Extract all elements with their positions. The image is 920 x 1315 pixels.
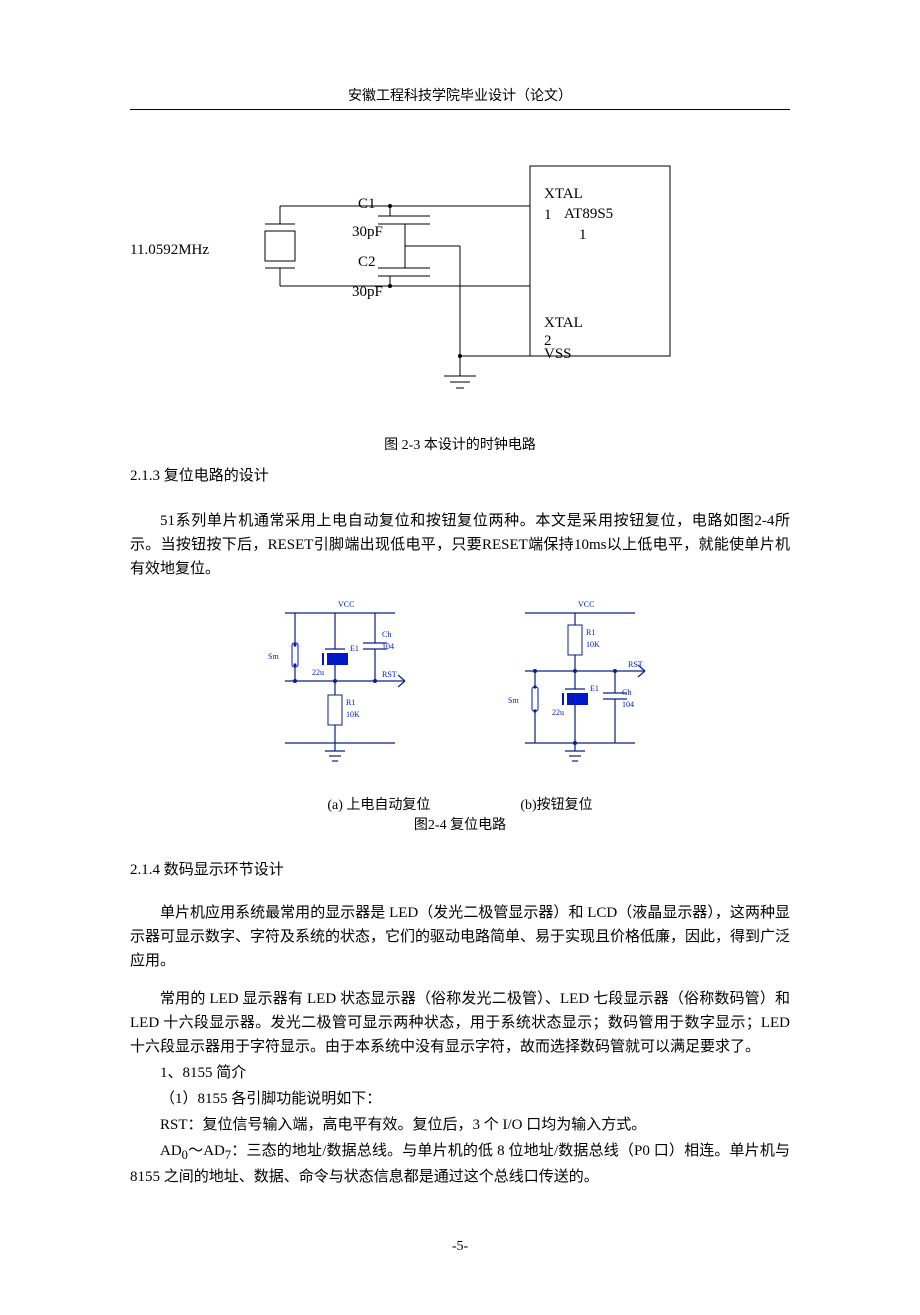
sm-label-a: Sm <box>268 652 279 661</box>
r1-name-a: R1 <box>346 698 355 707</box>
page-header: 安徽工程科技学院毕业设计（论文） <box>130 85 790 105</box>
paragraph-2-1-4-1: 单片机应用系统最常用的显示器是 LED（发光二极管显示器）和 LCD（液晶显示器… <box>130 901 790 973</box>
section-2-1-3-heading: 2.1.3 复位电路的设计 <box>130 464 790 485</box>
header-underline <box>130 109 790 110</box>
r1-name-b: R1 <box>586 628 595 637</box>
sub-caption-b: (b)按钮复位 <box>520 794 592 814</box>
figure-2-3-clock-circuit: 11.0592MHz C1 30pF C2 30pF XTAL1 AT89S5 … <box>130 146 790 426</box>
e1-name-b: E1 <box>590 684 599 693</box>
rst-label-b: RST <box>628 660 643 669</box>
page-number: -5- <box>130 1239 790 1255</box>
ch-val-b: 104 <box>622 700 634 709</box>
ch-name-b: Ch <box>622 688 631 697</box>
vss-label: VSS <box>544 346 572 363</box>
c1-value-label: 30pF <box>352 224 383 241</box>
paragraph-2-1-4-3: 1、8155 简介 <box>130 1061 790 1085</box>
paragraph-2-1-4-2: 常用的 LED 显示器有 LED 状态显示器（俗称发光二极管）、LED 七段显示… <box>130 987 790 1059</box>
paragraph-2-1-4-5: RST：复位信号输入端，高电平有效。复位后，3 个 I/O 口均为输入方式。 <box>130 1113 790 1137</box>
r1-val-b: 10K <box>586 640 600 649</box>
vcc-label-b: VCC <box>578 600 594 609</box>
clock-freq-label: 11.0592MHz <box>130 242 209 259</box>
figure-2-3-caption: 图 2-3 本设计的时钟电路 <box>130 434 790 454</box>
figure-2-4-subcaptions: (a) 上电自动复位 (b)按钮复位 <box>130 794 790 814</box>
paragraph-2-1-3: 51系列单片机通常采用上电自动复位和按钮复位两种。本文是采用按钮复位，电路如图2… <box>130 509 790 581</box>
paragraph-2-1-4-6: AD0～AD7：三态的地址/数据总线。与单片机的低 8 位地址/数据总线（P0 … <box>130 1139 790 1189</box>
e1-val-a: 22u <box>312 668 324 677</box>
e1-val-b: 22u <box>552 708 564 717</box>
xtal2-label: XTAL2 <box>544 314 583 350</box>
sub-caption-a: (a) 上电自动复位 <box>327 794 430 814</box>
paragraph-2-1-4-4: （1）8155 各引脚功能说明如下： <box>130 1087 790 1111</box>
c2-name-label: C2 <box>358 254 376 271</box>
r1-val-a: 10K <box>346 710 360 719</box>
vcc-label-a: VCC <box>338 600 354 609</box>
chip-label: AT89S5 1 <box>564 204 613 246</box>
section-2-1-4-heading: 2.1.4 数码显示环节设计 <box>130 858 790 879</box>
reset-circuit-a: VCC Sm E1 22u C <box>250 595 430 790</box>
c2-value-label: 30pF <box>352 284 383 301</box>
figure-2-4-reset-circuits: VCC Sm E1 22u C <box>130 595 790 790</box>
figure-2-4-caption: 图2-4 复位电路 <box>130 814 790 834</box>
rst-label-a: RST <box>382 670 397 679</box>
ch-val-a: 104 <box>382 642 394 651</box>
c1-name-label: C1 <box>358 196 376 213</box>
reset-circuit-b: VCC R1 10K RST <box>490 595 670 790</box>
clock-circuit-svg <box>130 146 790 426</box>
e1-name-a: E1 <box>350 644 359 653</box>
sm-label-b: Sm <box>508 696 519 705</box>
ch-name-a: Ch <box>382 630 391 639</box>
